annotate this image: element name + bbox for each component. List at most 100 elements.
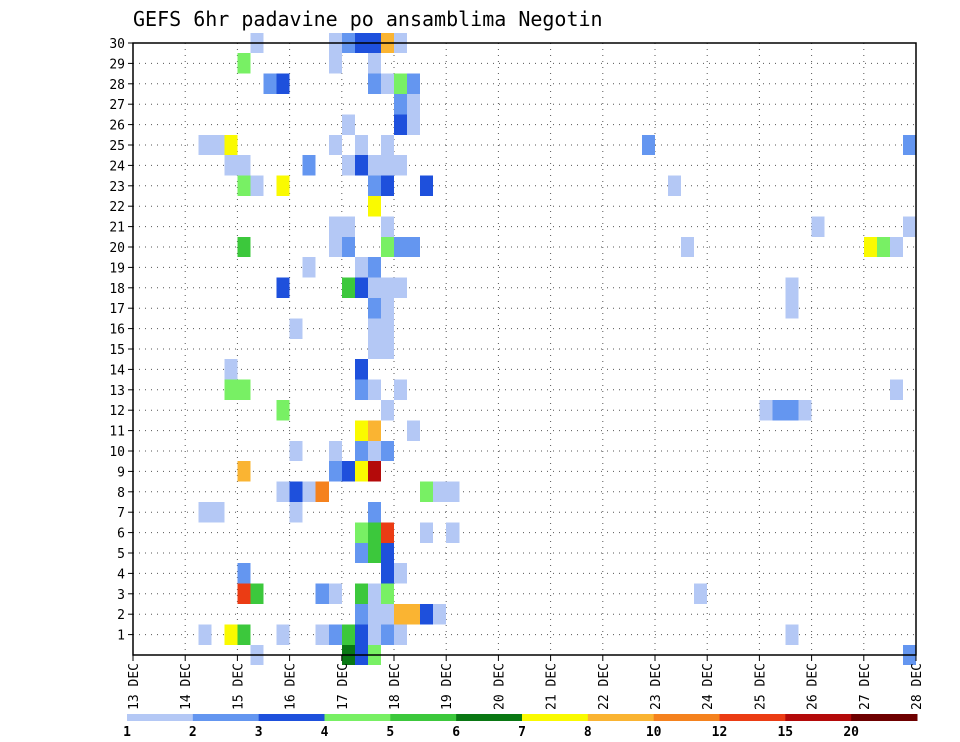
- heatmap-cell: [863, 236, 877, 258]
- heatmap-cell: [354, 359, 368, 380]
- legend-swatch: [653, 714, 720, 721]
- x-tick-label: 25 DEC: [753, 663, 768, 710]
- legend-swatch: [258, 714, 325, 721]
- heatmap-cell: [328, 461, 342, 482]
- heatmap-cell: [394, 624, 408, 645]
- heatmap-cell: [785, 298, 799, 319]
- legend-label: 2: [189, 725, 197, 740]
- heatmap-cell: [367, 196, 381, 217]
- x-tick-label: 27 DEC: [858, 663, 873, 710]
- heatmap-cell: [224, 624, 238, 645]
- heatmap-cell: [289, 440, 303, 462]
- x-tick-label: 23 DEC: [649, 663, 664, 710]
- heatmap-cell: [302, 481, 316, 502]
- heatmap-cell: [250, 583, 264, 604]
- heatmap-cell: [394, 114, 408, 135]
- y-tick-label: 14: [109, 363, 125, 378]
- heatmap-cell: [785, 400, 799, 421]
- heatmap-cell: [772, 400, 786, 421]
- heatmap-cell: [380, 400, 394, 421]
- heatmap-cell: [380, 563, 394, 584]
- heatmap-cell: [354, 257, 368, 278]
- heatmap-cell: [785, 624, 799, 645]
- legend-swatch: [522, 714, 589, 721]
- x-tick-label: 19 DEC: [440, 663, 455, 710]
- y-tick-label: 5: [117, 547, 125, 562]
- y-tick-label: 3: [117, 588, 125, 603]
- heatmap-cell: [380, 604, 394, 625]
- heatmap-cell: [394, 563, 408, 584]
- color-legend: 1 2 3 4 5 6 7 8 10 12 15 20: [123, 714, 918, 740]
- heatmap-cell: [759, 400, 773, 421]
- heatmap-cell: [380, 298, 394, 319]
- heatmap-cell: [367, 53, 381, 74]
- heatmap-cell: [694, 583, 708, 604]
- heatmap-cell: [224, 134, 238, 156]
- x-tick-label: 24 DEC: [701, 663, 716, 710]
- heatmap-cell: [367, 522, 381, 543]
- heatmap-cell: [276, 481, 290, 502]
- heatmap-cell: [433, 604, 447, 625]
- heatmap-cell: [394, 94, 408, 115]
- heatmap-cell: [876, 236, 890, 258]
- heatmap-cell: [263, 73, 277, 94]
- heatmap-cell: [380, 175, 394, 196]
- y-tick-label: 15: [109, 343, 125, 358]
- heatmap-cell: [367, 624, 381, 645]
- heatmap-cell: [354, 542, 368, 564]
- legend-label: 5: [386, 725, 394, 740]
- heatmap-cell: [394, 379, 408, 400]
- heatmap-cell: [380, 277, 394, 298]
- heatmap-cell: [341, 624, 355, 645]
- heatmap-cell: [380, 338, 394, 360]
- heatmap-cell: [394, 73, 408, 94]
- heatmap-cell: [407, 94, 421, 115]
- heatmap-cell: [407, 604, 421, 625]
- heatmap-cell: [237, 155, 251, 176]
- heatmap-cell: [250, 175, 264, 196]
- heatmap-cell: [354, 461, 368, 482]
- y-tick-label: 10: [109, 445, 125, 460]
- x-tick-label: 22 DEC: [597, 663, 612, 710]
- heatmap-cell: [380, 542, 394, 564]
- heatmap-cell: [237, 53, 251, 74]
- y-tick-label: 22: [109, 200, 125, 215]
- heatmap-cell: [354, 420, 368, 441]
- legend-label: 6: [452, 725, 460, 740]
- heatmap-cell: [367, 420, 381, 441]
- x-tick-label: 13 DEC: [127, 663, 142, 710]
- heatmap-cell: [198, 134, 212, 156]
- heatmap-cell: [354, 583, 368, 604]
- heatmap-cell: [446, 481, 460, 502]
- x-tick-label: 20 DEC: [492, 663, 507, 710]
- heatmap-cell: [407, 236, 421, 258]
- x-tick-label: 14 DEC: [179, 663, 194, 710]
- legend-swatch: [324, 714, 391, 721]
- heatmap-cell: [315, 583, 329, 604]
- heatmap-cell: [367, 277, 381, 298]
- legend-swatch: [719, 714, 786, 721]
- heatmap-cell: [354, 522, 368, 543]
- heatmap-cell: [198, 502, 212, 523]
- x-tick-label: 21 DEC: [545, 663, 560, 710]
- y-tick-label: 12: [109, 404, 125, 419]
- heatmap-cell: [328, 53, 342, 74]
- heatmap-cell: [641, 134, 655, 156]
- heatmap-cell: [367, 379, 381, 400]
- heatmap-cells: [198, 32, 916, 666]
- heatmap-cell: [367, 73, 381, 94]
- y-tick-label: 26: [109, 119, 125, 134]
- heatmap-cell: [354, 155, 368, 176]
- heatmap-cell: [315, 624, 329, 645]
- heatmap-cell: [367, 542, 381, 564]
- legend-swatch: [127, 714, 194, 721]
- heatmap-cell: [367, 583, 381, 604]
- x-tick-label: 15 DEC: [231, 663, 246, 710]
- legend-label: 20: [843, 725, 859, 740]
- heatmap-cell: [380, 318, 394, 339]
- heatmap-cell: [902, 134, 916, 156]
- y-tick-label: 28: [109, 78, 125, 93]
- heatmap-cell: [289, 481, 303, 502]
- y-tick-label: 30: [109, 37, 125, 52]
- heatmap-cell: [198, 624, 212, 645]
